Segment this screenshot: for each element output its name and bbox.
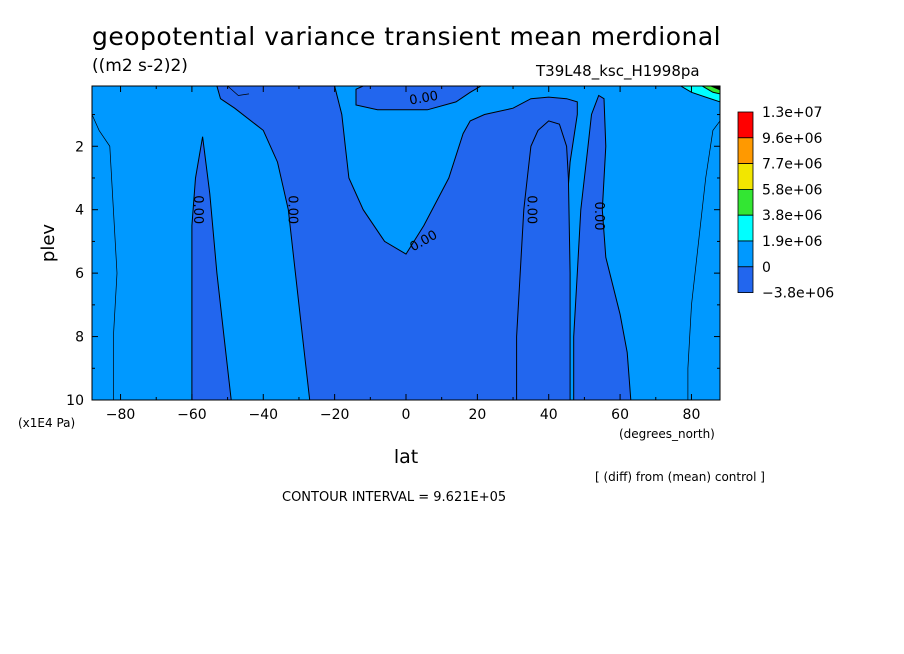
x-tick-label: −40 bbox=[248, 407, 278, 423]
contour-region-5 bbox=[355, 86, 482, 111]
y-tick-label: 4 bbox=[75, 203, 84, 219]
contour-interval: CONTOUR INTERVAL = 9.621E+05 bbox=[282, 490, 507, 505]
x-axis-units: (degrees_north) bbox=[619, 427, 715, 441]
colorbar-label: 1.9e+06 bbox=[762, 234, 823, 250]
colorbar-legend: 1.3e+07 9.6e+06 7.7e+06 5.8e+06 3.8e+06 1.9e+… bbox=[737, 105, 834, 302]
y-axis-label: plev bbox=[38, 224, 59, 263]
colorbar-swatch bbox=[737, 240, 754, 268]
contour-region-2 bbox=[216, 86, 578, 400]
x-tick-label: −80 bbox=[106, 407, 136, 423]
contour-label: 0.00 bbox=[284, 195, 299, 224]
colorbar-label: 7.7e+06 bbox=[762, 157, 823, 173]
y-tick-label: 8 bbox=[75, 330, 84, 346]
x-tick-label: 80 bbox=[683, 407, 701, 423]
colorbar-label: 0 bbox=[762, 260, 771, 276]
colorbar-swatch bbox=[737, 163, 754, 190]
colorbar-label: −3.8e+06 bbox=[762, 286, 834, 302]
contour-label: 0.00 bbox=[408, 89, 439, 109]
run-label: T39L48_ksc_H1998pa bbox=[536, 62, 700, 80]
contour-line-1 bbox=[92, 114, 118, 400]
contour-region-8 bbox=[710, 86, 720, 91]
contour-region-1 bbox=[191, 136, 232, 400]
x-axis: −80 −60 −40 −20 0 20 40 60 80 bbox=[106, 86, 701, 423]
y-axis: 2 4 6 8 10 bbox=[66, 114, 720, 409]
y-tick-label: 10 bbox=[66, 393, 84, 409]
y-axis-units: (x1E4 Pa) bbox=[18, 416, 75, 430]
contour-line-2 bbox=[687, 120, 720, 400]
colorbar-label: 3.8e+06 bbox=[762, 208, 823, 224]
colorbar-swatch bbox=[737, 137, 754, 165]
colorbar-swatch bbox=[737, 266, 754, 293]
y-tick-label: 2 bbox=[75, 139, 84, 155]
contour-line-3 bbox=[227, 86, 250, 96]
x-axis-label: lat bbox=[394, 446, 418, 468]
x-tick-label: 20 bbox=[468, 407, 486, 423]
chart-units: ((m2 s-2)2) bbox=[92, 56, 188, 76]
colorbar-swatch bbox=[737, 111, 754, 139]
x-tick-label: −20 bbox=[320, 407, 350, 423]
x-tick-label: 40 bbox=[540, 407, 558, 423]
contour-regions bbox=[92, 86, 720, 400]
colorbar-label: 5.8e+06 bbox=[762, 182, 823, 198]
colorbar-swatch bbox=[737, 188, 754, 216]
x-tick-label: 60 bbox=[611, 407, 629, 423]
colorbar-label: 9.6e+06 bbox=[762, 131, 823, 147]
y-tick-label: 6 bbox=[75, 266, 84, 282]
contour-region-3 bbox=[516, 120, 571, 400]
contour-label: 0.00 bbox=[190, 195, 205, 224]
x-tick-label: 0 bbox=[402, 407, 411, 423]
contour-region-4 bbox=[573, 94, 632, 400]
contour-label: 0.00 bbox=[591, 202, 606, 231]
colorbar-label: 1.3e+07 bbox=[762, 105, 822, 121]
chart-title: geopotential variance transient mean mer… bbox=[92, 22, 722, 51]
colorbar-swatch bbox=[737, 214, 754, 242]
contour-label: 0.00 bbox=[523, 195, 538, 224]
diff-note: [ (diff) from (mean) control ] bbox=[595, 470, 765, 484]
x-tick-label: −60 bbox=[177, 407, 207, 423]
